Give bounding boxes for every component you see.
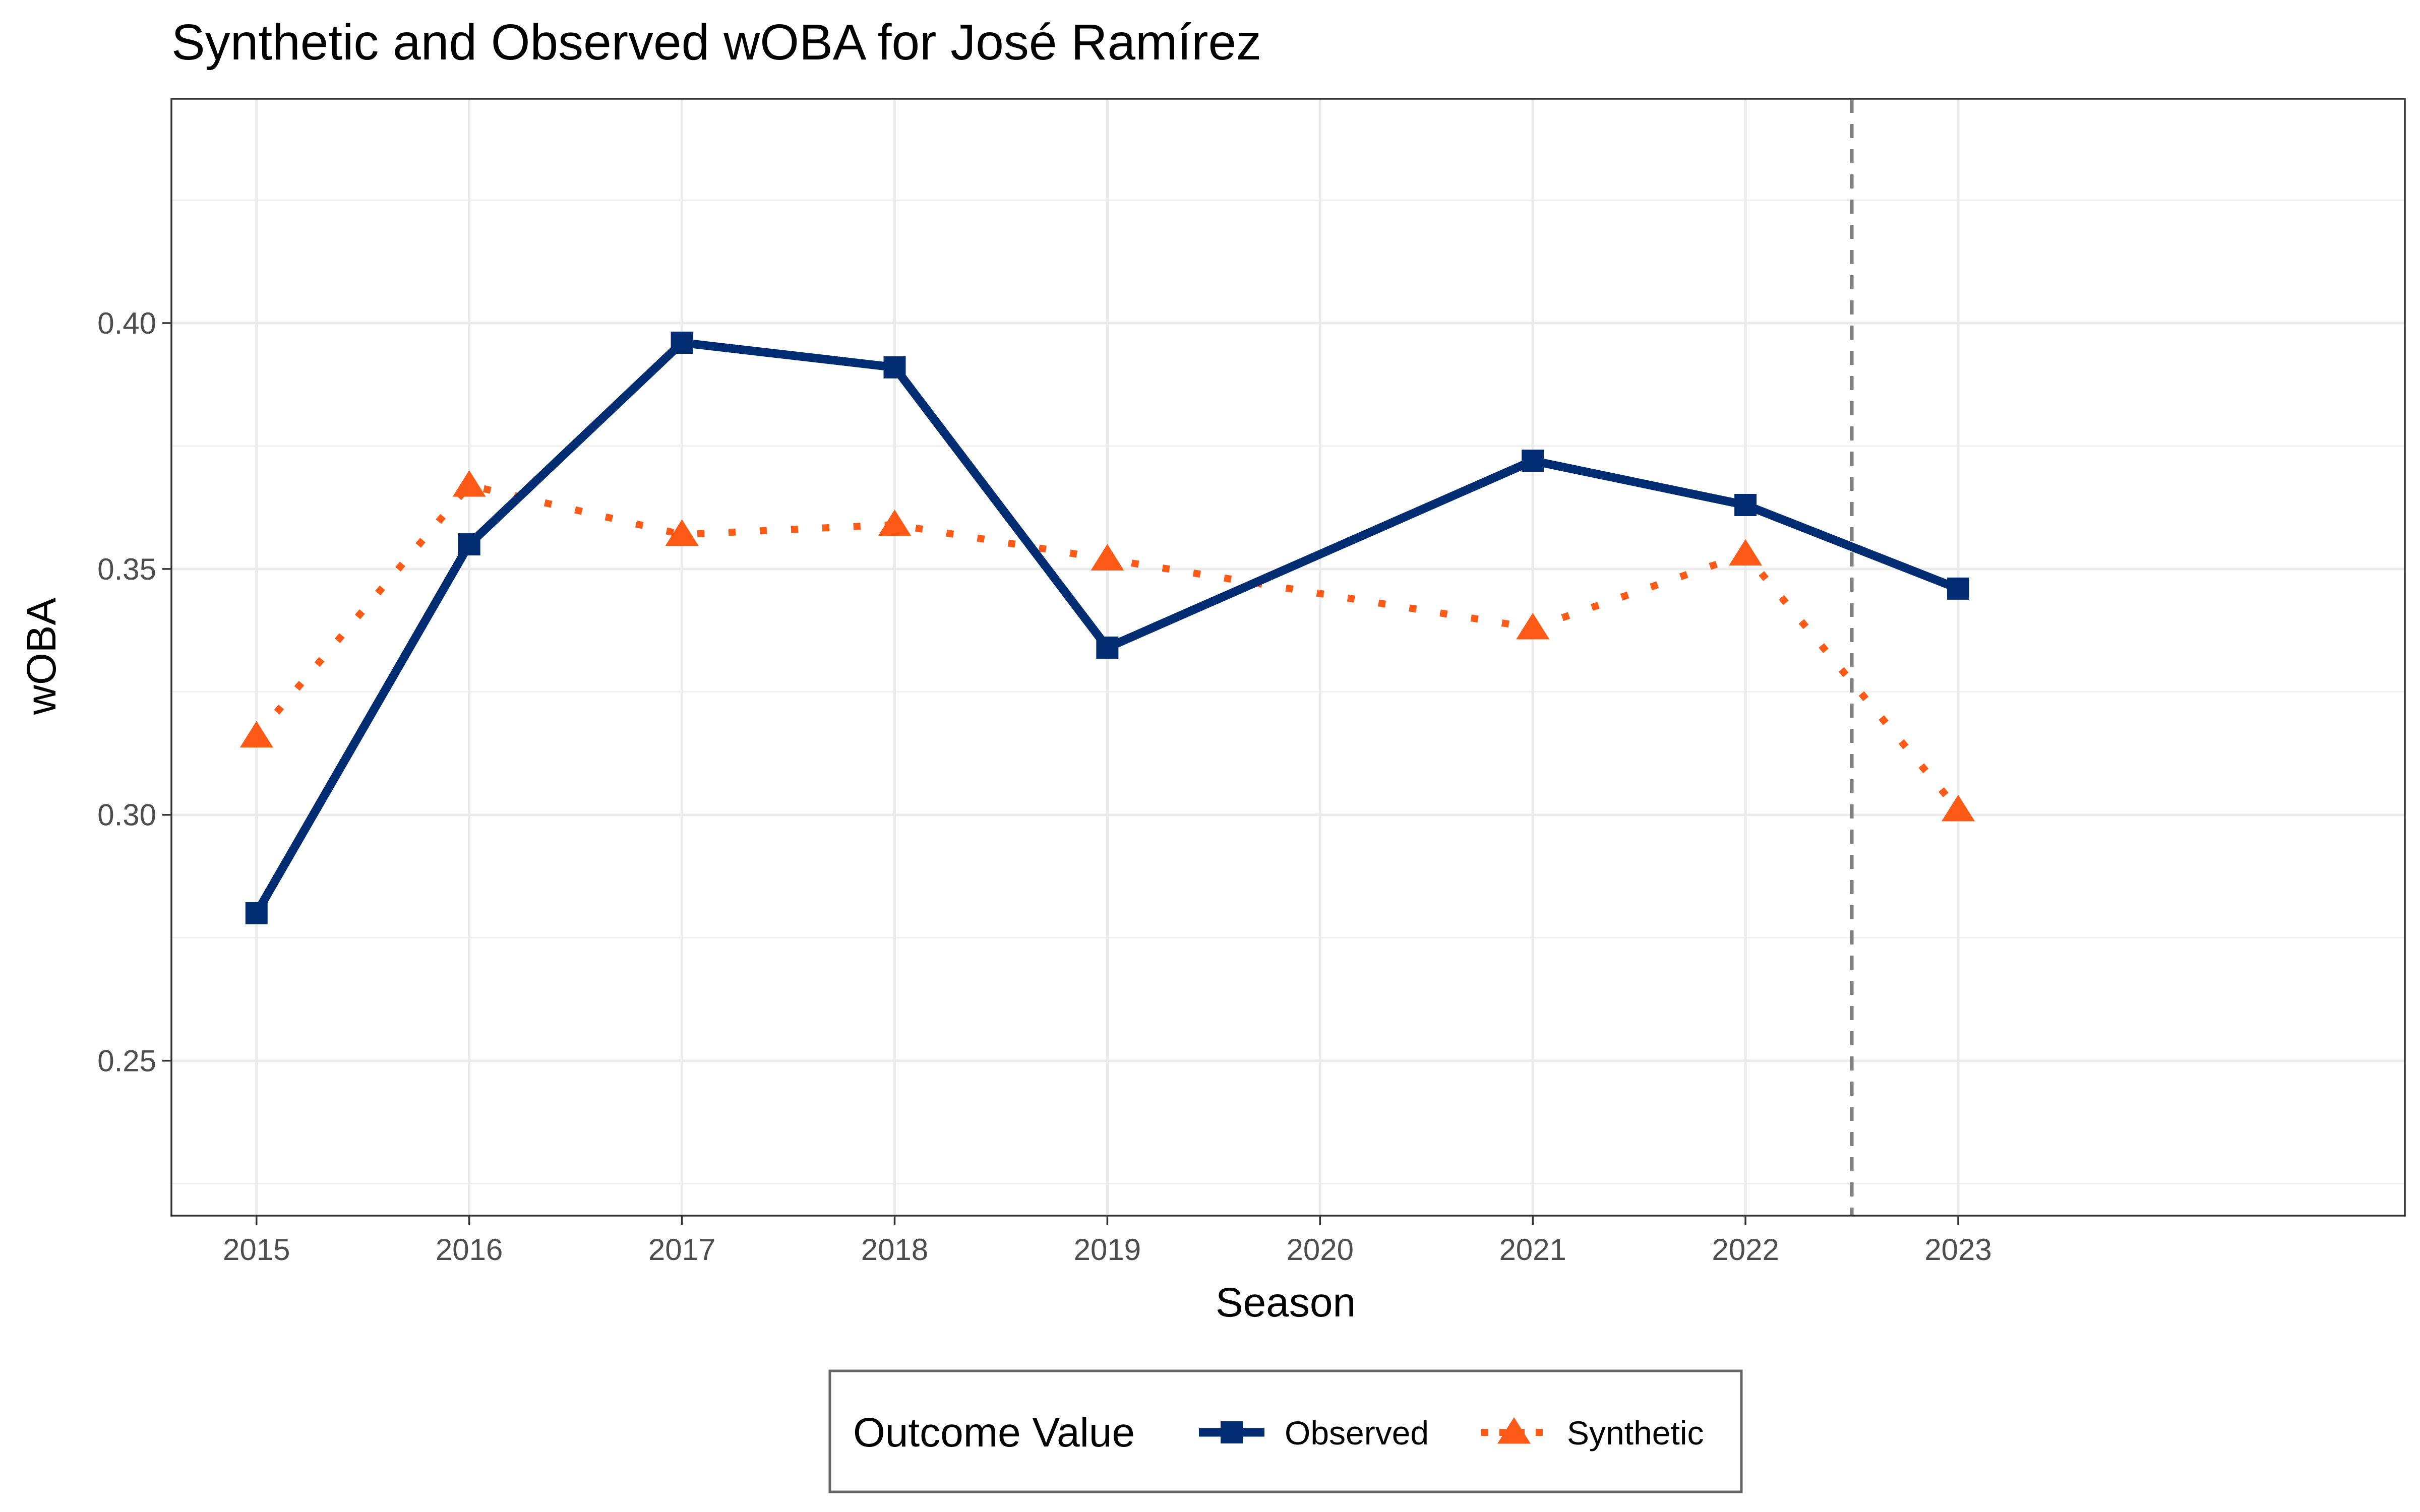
minor-gridlines bbox=[171, 200, 2405, 1184]
legend-title: Outcome Value bbox=[853, 1410, 1135, 1456]
x-axis-title: Season bbox=[1216, 1280, 1356, 1326]
data-point-observed bbox=[1734, 493, 1757, 516]
data-point-synthetic bbox=[452, 470, 486, 497]
y-tick-label: 0.35 bbox=[97, 552, 156, 586]
legend-key-marker bbox=[1497, 1417, 1531, 1444]
x-tick-label: 2018 bbox=[861, 1233, 928, 1267]
data-point-synthetic bbox=[1091, 544, 1124, 571]
x-tick-label: 2022 bbox=[1712, 1233, 1779, 1267]
plot-panel-border bbox=[170, 98, 2406, 1217]
series-synthetic bbox=[239, 470, 1975, 822]
legend-label: Synthetic bbox=[1567, 1414, 1704, 1452]
y-axis: 0.25 0.30 0.35 0.40 bbox=[97, 306, 171, 1078]
x-tick-label: 2021 bbox=[1499, 1233, 1566, 1267]
x-tick-label: 2023 bbox=[1924, 1233, 1991, 1267]
data-point-observed bbox=[458, 533, 480, 556]
series-line-synthetic bbox=[254, 481, 1961, 812]
y-tick-label: 0.30 bbox=[97, 798, 156, 832]
data-point-observed bbox=[245, 902, 268, 924]
major-gridlines bbox=[171, 99, 2405, 1216]
y-tick-label: 0.25 bbox=[97, 1044, 156, 1078]
x-tick-label: 2017 bbox=[648, 1233, 715, 1267]
x-tick-label: 2019 bbox=[1074, 1233, 1141, 1267]
legend-key-marker bbox=[1221, 1421, 1243, 1443]
x-axis: 2015 2016 2017 2018 2019 2020 2021 2022 2023 bbox=[223, 1216, 1992, 1267]
series-line-observed bbox=[253, 338, 1960, 916]
legend-box bbox=[828, 1369, 1743, 1493]
y-tick-label: 0.40 bbox=[97, 306, 156, 340]
data-point-observed bbox=[883, 356, 906, 379]
chart-title: Synthetic and Observed wOBA for José Ram… bbox=[171, 14, 1261, 71]
x-tick-label: 2016 bbox=[436, 1233, 503, 1267]
y-axis-title: wOBA bbox=[19, 598, 65, 716]
series-layer bbox=[239, 331, 1975, 924]
legend-label: Observed bbox=[1285, 1414, 1429, 1452]
data-point-synthetic bbox=[239, 721, 273, 748]
data-point-observed bbox=[671, 331, 693, 354]
x-tick-label: 2020 bbox=[1287, 1233, 1354, 1267]
data-point-synthetic bbox=[665, 519, 699, 546]
legend-item-synthetic: Synthetic bbox=[1481, 1414, 1704, 1452]
data-point-observed bbox=[1096, 636, 1119, 659]
data-point-synthetic bbox=[878, 510, 912, 536]
data-point-synthetic bbox=[1516, 612, 1550, 640]
x-tick-label: 2015 bbox=[223, 1233, 290, 1267]
legend-item-observed: Observed bbox=[1199, 1414, 1429, 1452]
data-point-observed bbox=[1947, 577, 1969, 600]
data-point-synthetic bbox=[1942, 794, 1975, 822]
series-observed bbox=[245, 331, 1969, 924]
data-point-observed bbox=[1522, 450, 1544, 472]
data-point-synthetic bbox=[1729, 539, 1763, 566]
legend: Outcome Value Observed Synthetic bbox=[828, 1369, 1743, 1493]
